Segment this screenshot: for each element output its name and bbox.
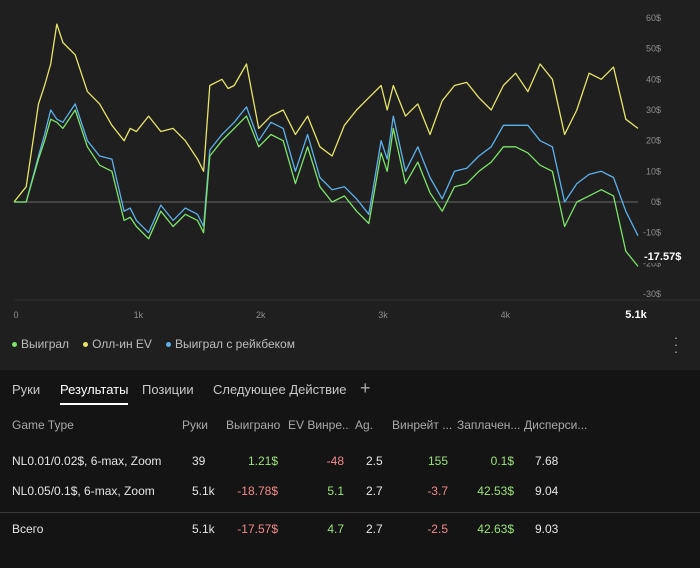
x-tick-label: 5.1k	[625, 309, 647, 321]
cell-variance: 9.04	[535, 484, 559, 498]
stats-panel: Руки Результаты Позиции Следующее Действ…	[0, 370, 700, 568]
x-tick-label: 2k	[256, 310, 266, 320]
current-value-bg	[640, 247, 690, 263]
vertical-dots-icon[interactable]: · · ·	[673, 329, 679, 359]
cell-winrate: 155	[427, 454, 448, 468]
cell-paid: 0.1$	[490, 454, 514, 468]
y-tick-label: 0$	[651, 197, 661, 207]
col-variance[interactable]: Дисперси...	[524, 418, 588, 432]
tab-next-action[interactable]: Следующее Действие	[213, 382, 347, 397]
y-tick-label: 20$	[646, 136, 661, 146]
legend-label: Выиграл с рейкбеком	[174, 337, 295, 351]
cell-winrate: -2.5	[427, 522, 448, 536]
cell-won: 1.21$	[247, 454, 278, 468]
legend-dot-icon	[83, 341, 89, 347]
legend-label: Олл-ин EV	[92, 337, 152, 351]
y-tick-label: -10$	[643, 228, 661, 238]
tab-bar: Руки Результаты Позиции Следующее Действ…	[0, 370, 700, 406]
y-tick-label: 50$	[646, 44, 661, 54]
y-tick-label: -30$	[643, 289, 661, 299]
total-divider	[0, 512, 700, 513]
tab-positions[interactable]: Позиции	[142, 382, 194, 397]
cell-ag: 2.7	[366, 522, 383, 536]
cell-game-type: Всего	[12, 522, 44, 536]
cell-hands: 5.1k	[192, 484, 215, 498]
add-tab-icon[interactable]: +	[360, 378, 371, 398]
series-line	[14, 103, 639, 236]
cell-ev: -48	[326, 454, 344, 468]
x-tick-label: 3k	[378, 310, 388, 320]
y-tick-label: 60$	[646, 13, 661, 23]
cell-paid: 42.63$	[477, 522, 514, 536]
col-paid[interactable]: Заплачен...	[457, 418, 521, 432]
x-tick-label: 4k	[501, 310, 511, 320]
cell-game-type: NL0.05/0.1$, 6-max, Zoom	[12, 484, 155, 498]
legend-dot-icon	[12, 341, 17, 347]
tab-results[interactable]: Результаты	[60, 382, 129, 405]
legend-item-allin-ev[interactable]: Олл-ин EV	[83, 336, 152, 352]
cell-winrate: -3.7	[427, 484, 448, 498]
x-tick-label: 0	[13, 310, 18, 320]
current-value-label: -17.57$	[644, 251, 681, 263]
y-tick-label: 40$	[646, 74, 661, 84]
cell-ev: 5.1	[327, 484, 344, 498]
col-won[interactable]: Выиграно	[226, 418, 281, 432]
cell-game-type: NL0.01/0.02$, 6-max, Zoom	[12, 454, 162, 468]
col-hands[interactable]: Руки	[182, 418, 208, 432]
col-game-type[interactable]: Game Type	[12, 418, 74, 432]
series-line	[14, 109, 639, 267]
profit-chart[interactable]: 60$ 50$ 40$ 30$ 20$ 10$ 0$ -10$ -20$ -30$ 0 1k 2k 3k 4…	[0, 0, 700, 328]
legend-item-won[interactable]: Выиграл	[12, 336, 69, 352]
chart-svg: 60$ 50$ 40$ 30$ 20$ 10$ 0$ -10$ -20$ -30$ 0 1k 2k 3k 4…	[13, 13, 700, 321]
col-ag[interactable]: Ag.	[355, 418, 374, 432]
legend-dot-icon	[165, 341, 171, 347]
table-row[interactable]: NL0.01/0.02$, 6-max, Zoom 39 1.21$ -48 2…	[0, 448, 700, 474]
cell-ag: 2.5	[366, 454, 383, 468]
chart-legend: Выиграл Олл-ин EV Выиграл с рейкбеком	[12, 336, 295, 352]
x-tick-label: 1k	[134, 310, 144, 320]
cell-variance: 7.68	[535, 454, 559, 468]
col-ev-winrate[interactable]: EV Винре...	[288, 418, 350, 432]
cell-won: -18.78$	[237, 484, 278, 498]
table-total-row[interactable]: Всего 5.1k -17.57$ 4.7 2.7 -2.5 42.63$ 9…	[0, 516, 700, 542]
series-line	[13, 23, 639, 203]
cell-ev: 4.7	[327, 522, 344, 536]
cell-hands: 5.1k	[192, 522, 215, 536]
cell-paid: 42.53$	[477, 484, 514, 498]
col-winrate[interactable]: Винрейт ...	[392, 418, 453, 432]
tab-hands[interactable]: Руки	[12, 382, 41, 397]
cell-ag: 2.7	[366, 484, 383, 498]
y-tick-label: 10$	[646, 166, 661, 176]
cell-won: -17.57$	[237, 522, 278, 536]
cell-hands: 39	[192, 454, 206, 468]
table-row[interactable]: NL0.05/0.1$, 6-max, Zoom 5.1k -18.78$ 5.…	[0, 478, 700, 504]
table-header: Game Type Руки Выиграно EV Винре... Ag. …	[0, 412, 700, 438]
y-tick-label: -20$	[643, 258, 661, 268]
cell-variance: 9.03	[535, 522, 559, 536]
y-tick-label: 30$	[646, 105, 661, 115]
legend-item-won-rakeback[interactable]: Выиграл с рейкбеком	[165, 336, 295, 352]
legend-label: Выиграл	[21, 337, 70, 351]
